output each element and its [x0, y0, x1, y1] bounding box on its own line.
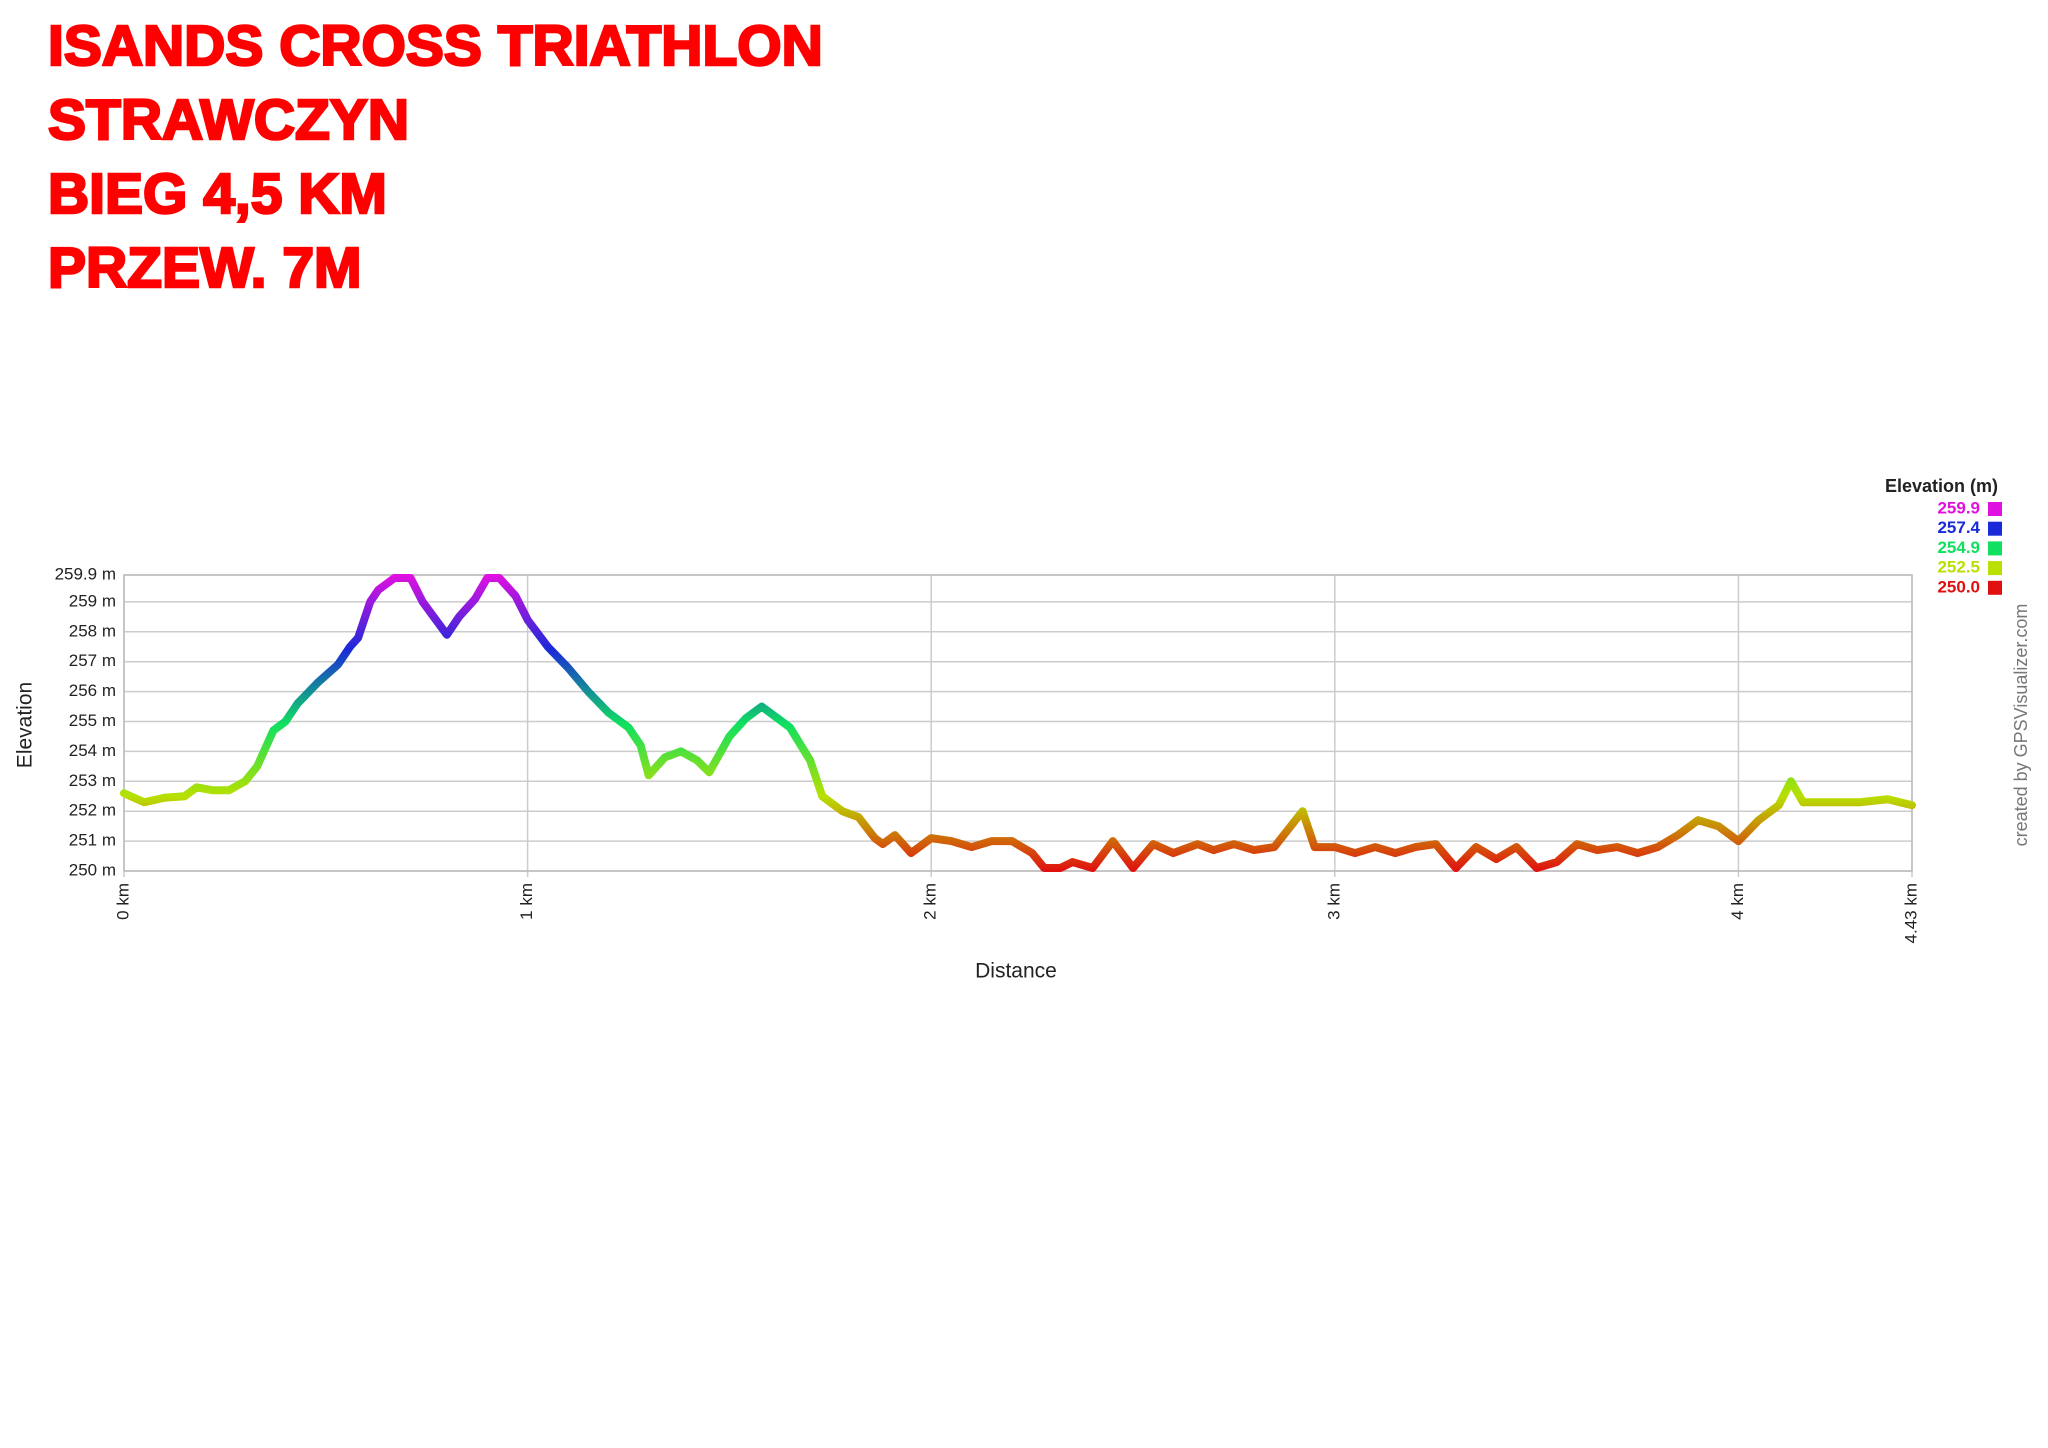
legend-title: Elevation (m) — [1885, 476, 1998, 496]
y-tick-label: 257 m — [69, 651, 116, 670]
title-line: STRAWCZYN — [48, 88, 409, 152]
legend-label: 250.0 — [1937, 577, 1980, 596]
legend-swatch — [1988, 561, 2002, 576]
x-tick-label: 2 km — [921, 883, 940, 920]
y-tick-label: 259 m — [69, 591, 116, 610]
legend-label: 252.5 — [1937, 558, 1980, 577]
legend-swatch — [1988, 580, 2002, 595]
y-tick-label: 250 m — [69, 860, 116, 879]
x-axis-label: Distance — [975, 960, 1057, 983]
y-axis-label: Elevation — [14, 682, 37, 768]
legend-swatch — [1988, 541, 2002, 556]
title-line: PRZEW. 7M — [48, 236, 362, 300]
title-line: ISANDS CROSS TRIATHLON — [48, 14, 823, 78]
title-line: BIEG 4,5 KM — [48, 162, 387, 226]
x-tick-label: 3 km — [1324, 883, 1343, 920]
x-tick-label: 1 km — [517, 883, 536, 920]
legend-label: 257.4 — [1937, 518, 1980, 537]
watermark: created by GPSVisualizer.com — [2011, 604, 2031, 847]
plot-border — [123, 574, 1913, 872]
y-tick-label: 258 m — [69, 621, 116, 640]
y-tick-label: 255 m — [69, 711, 116, 730]
y-tick-label: 254 m — [69, 741, 116, 760]
elevation-line — [120, 573, 1916, 873]
y-tick-label: 259.9 m — [55, 564, 116, 583]
legend-swatch — [1988, 502, 2002, 516]
legend-label: 259.9 — [1937, 498, 1980, 517]
y-tick-label: 251 m — [69, 831, 116, 850]
legend-label: 254.9 — [1937, 538, 1980, 557]
legend-swatch — [1988, 521, 2002, 536]
x-tick-label: 4 km — [1728, 883, 1747, 920]
y-tick-label: 256 m — [69, 681, 116, 700]
x-tick-label: 0 km — [113, 883, 132, 920]
y-tick-label: 252 m — [69, 801, 116, 820]
y-tick-label: 253 m — [69, 771, 116, 790]
x-tick-label: 4.43 km — [1901, 883, 1920, 943]
